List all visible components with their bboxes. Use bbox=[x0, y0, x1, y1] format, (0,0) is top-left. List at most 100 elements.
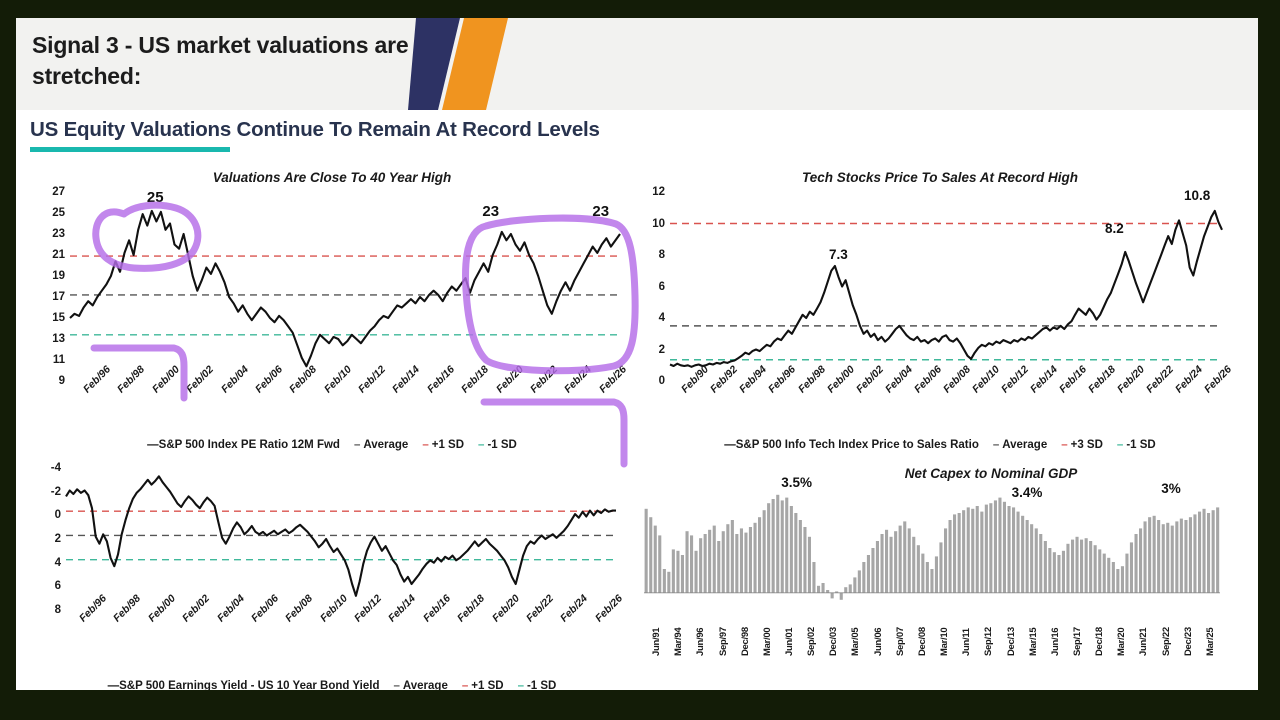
bar bbox=[753, 522, 757, 593]
chart-earnings-yield-gap: -4 -2 0 2 4 6 8 Feb/96 Feb/98 Feb/00 Feb/02 Feb/04 F… bbox=[28, 458, 636, 690]
legend-item[interactable]: —S&P 500 Index PE Ratio 12M Fwd bbox=[147, 439, 340, 451]
x-tick-label: Sep/02 bbox=[806, 627, 818, 656]
legend-dash-marker: – bbox=[461, 680, 469, 690]
bar bbox=[803, 527, 807, 593]
bar bbox=[649, 517, 653, 593]
legend-dash-marker: – bbox=[353, 439, 361, 451]
slide-header: Signal 3 - US market valuations are stre… bbox=[16, 18, 1258, 110]
x-tick-label: Dec/03 bbox=[828, 627, 840, 656]
legend-dash-marker: – bbox=[422, 439, 429, 451]
bar bbox=[966, 507, 970, 593]
bar bbox=[726, 524, 730, 593]
y-tick-label: 11 bbox=[52, 354, 65, 366]
bar bbox=[975, 506, 979, 593]
bar bbox=[1198, 511, 1202, 593]
legend-item[interactable]: —S&P 500 Info Tech Index Price to Sales … bbox=[724, 439, 979, 451]
chart-legend: —S&P 500 Earnings Yield - US 10 Year Bon… bbox=[28, 680, 636, 690]
y-tick-label: 0 bbox=[54, 509, 61, 522]
y-tick-label: 10 bbox=[652, 217, 665, 230]
y-tick-label: 2 bbox=[54, 533, 61, 545]
y-tick-label: 27 bbox=[52, 186, 65, 198]
legend-item[interactable]: – +3 SD bbox=[1061, 439, 1103, 451]
legend-item[interactable]: – Average bbox=[993, 439, 1047, 451]
bar bbox=[1188, 517, 1192, 593]
bar bbox=[993, 500, 997, 593]
legend-label: Average bbox=[363, 439, 409, 451]
legend-label: S&P 500 Earnings Yield - US 10 Year Bond… bbox=[119, 680, 380, 690]
x-tick-label: Mar/15 bbox=[1027, 627, 1039, 656]
bar bbox=[807, 536, 811, 593]
bar bbox=[1039, 534, 1043, 593]
chart-title: Net Capex to Nominal GDP bbox=[904, 466, 1078, 481]
x-tick-label: Jun/01 bbox=[784, 627, 795, 656]
legend-label: S&P 500 Info Tech Index Price to Sales R… bbox=[735, 439, 979, 451]
y-tick-label: 9 bbox=[58, 375, 65, 387]
title-underline bbox=[30, 147, 230, 152]
bar bbox=[671, 549, 675, 593]
y-axis: 12 10 8 6 4 2 0 bbox=[636, 170, 665, 455]
x-tick-label: Mar/00 bbox=[761, 627, 773, 656]
legend-dash-marker: – bbox=[517, 680, 524, 690]
letterbox-bottom bbox=[0, 690, 1280, 720]
bar bbox=[934, 556, 938, 593]
bar bbox=[1152, 515, 1156, 593]
bar bbox=[885, 529, 889, 593]
legend-item[interactable]: – +1 SD bbox=[462, 680, 504, 690]
bar bbox=[862, 562, 866, 593]
bar bbox=[667, 571, 671, 593]
bar bbox=[1179, 518, 1183, 593]
legend-label: Average bbox=[402, 680, 448, 690]
bar bbox=[925, 562, 929, 593]
bar bbox=[826, 590, 830, 593]
bar bbox=[903, 521, 907, 593]
x-tick-label: Mar/05 bbox=[850, 627, 862, 656]
x-tick-label: Dec/23 bbox=[1182, 627, 1194, 656]
bar bbox=[1184, 520, 1188, 593]
legend-item[interactable]: – +1 SD bbox=[422, 439, 464, 451]
y-tick-label: 8 bbox=[658, 249, 665, 261]
bar bbox=[817, 585, 821, 593]
bar bbox=[708, 529, 712, 593]
legend-item[interactable]: – Average bbox=[354, 439, 408, 451]
x-tick-label: Sep/12 bbox=[983, 627, 995, 656]
bar bbox=[962, 510, 966, 593]
y-tick-label: 13 bbox=[52, 333, 65, 345]
bar bbox=[730, 520, 734, 593]
value-annotation: 3.4% bbox=[1011, 484, 1043, 500]
legend-item[interactable]: – Average bbox=[393, 680, 447, 690]
bar bbox=[812, 562, 816, 593]
bar bbox=[953, 514, 957, 593]
bar bbox=[866, 555, 870, 593]
bar bbox=[998, 497, 1002, 593]
bar bbox=[676, 550, 680, 593]
chart-title: Valuations Are Close To 40 Year High bbox=[212, 170, 452, 185]
y-tick-label: 2 bbox=[658, 343, 665, 356]
brand-logo bbox=[408, 18, 558, 110]
x-tick-label: Sep/22 bbox=[1160, 627, 1172, 656]
legend-item[interactable]: – -1 SD bbox=[518, 680, 557, 690]
bar bbox=[844, 587, 848, 593]
legend-item[interactable]: – -1 SD bbox=[1117, 439, 1156, 451]
bar bbox=[821, 583, 825, 593]
y-tick-label: 6 bbox=[658, 280, 665, 293]
bar bbox=[1071, 539, 1075, 593]
value-annotation: 3% bbox=[1161, 481, 1181, 497]
bar bbox=[1030, 524, 1034, 593]
x-tick-label: Mar/20 bbox=[1116, 627, 1128, 656]
panel-title: US Equity Valuations Continue To Remain … bbox=[30, 118, 600, 141]
bar bbox=[685, 531, 689, 593]
bar bbox=[1129, 542, 1133, 593]
plot-area bbox=[644, 494, 1220, 600]
chart-legend: —S&P 500 Info Tech Index Price to Sales … bbox=[636, 439, 1244, 451]
legend-item[interactable]: – -1 SD bbox=[478, 439, 517, 451]
bar bbox=[762, 510, 766, 593]
bar bbox=[1057, 555, 1061, 593]
bar bbox=[1080, 539, 1084, 593]
legend-item[interactable]: —S&P 500 Earnings Yield - US 10 Year Bon… bbox=[108, 680, 380, 690]
legend-dash-marker: – bbox=[1116, 439, 1124, 451]
legend-line-marker: — bbox=[147, 439, 159, 451]
bar bbox=[989, 503, 993, 593]
bar bbox=[739, 528, 743, 593]
legend-label: +1 SD bbox=[431, 439, 465, 451]
bar bbox=[839, 592, 843, 600]
